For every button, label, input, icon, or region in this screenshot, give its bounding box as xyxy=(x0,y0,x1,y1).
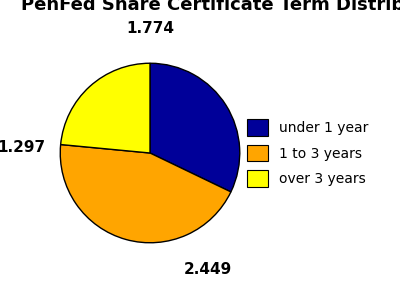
Text: 1.774: 1.774 xyxy=(126,21,174,36)
Wedge shape xyxy=(60,145,231,243)
Wedge shape xyxy=(61,63,150,153)
Text: PenFed Share Certificate Term Distribution: PenFed Share Certificate Term Distributi… xyxy=(21,0,400,14)
Text: 1.297: 1.297 xyxy=(0,140,45,155)
Text: 2.449: 2.449 xyxy=(184,262,232,277)
Wedge shape xyxy=(150,63,240,192)
Legend: under 1 year, 1 to 3 years, over 3 years: under 1 year, 1 to 3 years, over 3 years xyxy=(242,114,374,192)
